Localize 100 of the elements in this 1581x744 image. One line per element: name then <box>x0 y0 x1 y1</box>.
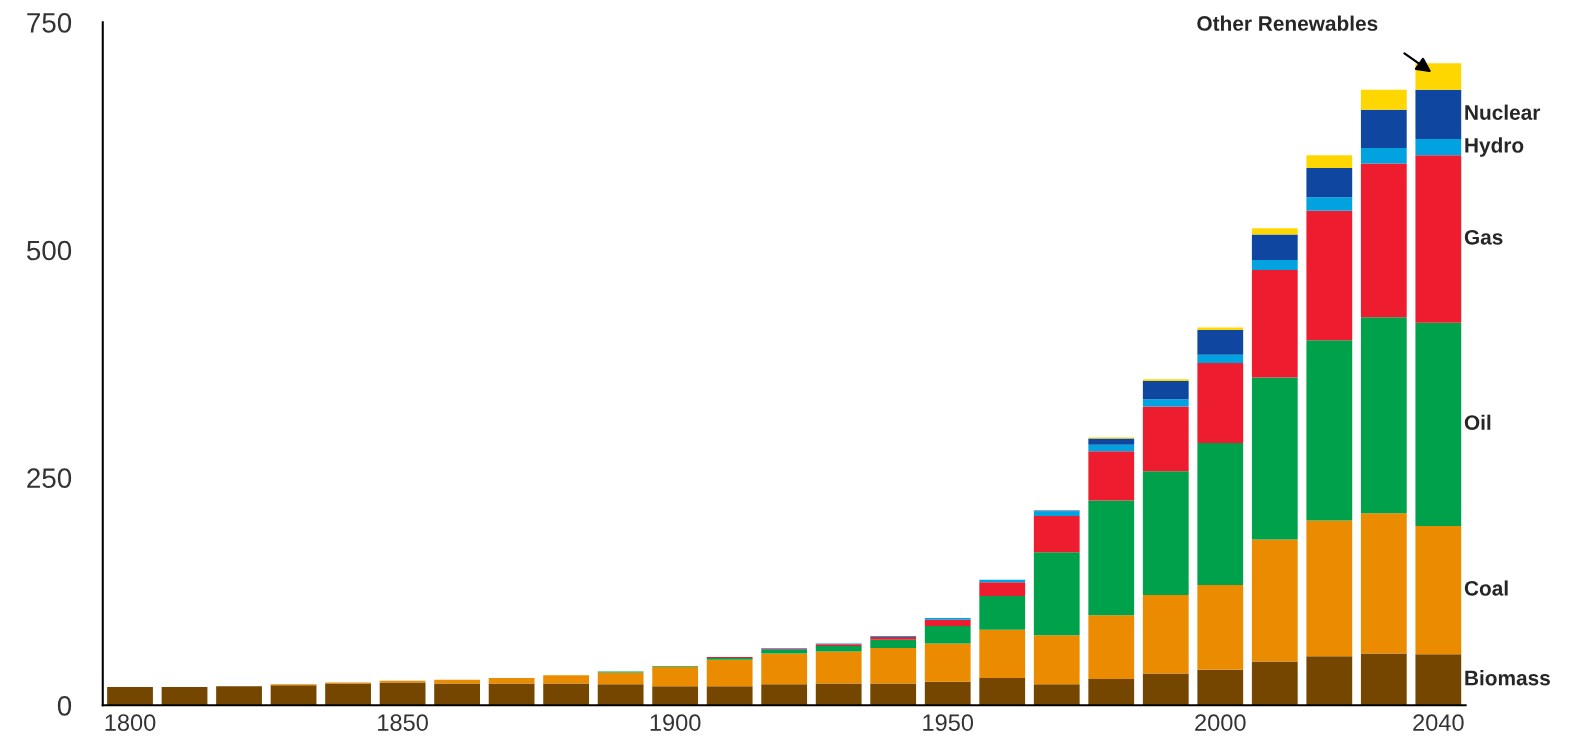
bar <box>979 677 1026 706</box>
bar <box>1251 270 1298 378</box>
bar <box>543 683 590 706</box>
bar <box>706 659 753 687</box>
bar <box>1251 234 1298 260</box>
bar <box>1415 654 1462 706</box>
bar <box>870 647 917 684</box>
bar <box>1415 63 1462 90</box>
bar <box>1142 381 1189 400</box>
bar <box>1142 406 1189 472</box>
bar <box>1197 327 1244 331</box>
bar <box>1197 362 1244 444</box>
bar <box>1251 377 1298 540</box>
y-tick-label: 750 <box>27 12 72 33</box>
bar <box>815 646 862 652</box>
series-label: Hydro <box>1465 137 1524 157</box>
bar <box>597 684 644 706</box>
series-label: Nuclear <box>1465 104 1541 120</box>
series-label: Biomass <box>1465 670 1550 686</box>
bar <box>1197 354 1244 363</box>
bar <box>1142 399 1189 407</box>
bar <box>216 686 262 706</box>
bar <box>1033 511 1080 516</box>
bar <box>924 626 971 644</box>
bar <box>815 651 862 684</box>
bar <box>1360 317 1407 514</box>
bar <box>1415 138 1462 156</box>
bar <box>488 683 535 706</box>
x-tick-label: 2040 <box>1413 714 1464 731</box>
bar <box>1251 539 1298 662</box>
bar <box>1088 451 1135 501</box>
bar <box>1142 673 1189 706</box>
bar <box>979 629 1026 678</box>
bar <box>1142 471 1189 596</box>
bar <box>1415 155 1462 323</box>
bar <box>1251 260 1298 271</box>
bar <box>706 686 753 706</box>
bar <box>1197 330 1244 355</box>
bar <box>1415 89 1462 139</box>
bar <box>1088 678 1135 706</box>
bar <box>1142 595 1189 674</box>
x-tick-label: 2000 <box>1195 714 1246 731</box>
bar <box>1251 661 1298 706</box>
x-tick-label: 1800 <box>105 714 156 731</box>
bar <box>1251 228 1298 235</box>
bar <box>924 643 971 682</box>
y-tick-label: 0 <box>57 695 72 716</box>
bar <box>434 683 480 706</box>
bar <box>270 685 317 706</box>
bar <box>1088 444 1135 452</box>
bar <box>1415 322 1462 526</box>
bar <box>1306 210 1353 341</box>
bar <box>1306 197 1353 211</box>
bar <box>870 683 917 706</box>
bar <box>1360 89 1407 110</box>
series-label: Gas <box>1464 229 1503 245</box>
bar <box>1197 443 1244 586</box>
bar <box>379 682 426 706</box>
series-label: Coal <box>1464 580 1508 596</box>
bar <box>1033 684 1080 706</box>
bar <box>652 686 699 706</box>
x-tick-label: 1850 <box>378 714 428 731</box>
y-tick-label: 250 <box>27 468 72 488</box>
bar <box>325 683 371 706</box>
bar <box>1360 163 1407 318</box>
y-tick-label: 500 <box>26 240 72 261</box>
x-tick-label: 1900 <box>650 714 701 731</box>
bar <box>1033 552 1080 636</box>
bar <box>924 681 971 706</box>
bar <box>979 596 1026 630</box>
bar <box>1360 513 1407 654</box>
bar <box>1306 520 1353 657</box>
bar <box>1088 438 1135 445</box>
bar <box>1088 615 1135 679</box>
bar <box>1197 669 1244 706</box>
bar <box>1033 635 1080 685</box>
bar <box>761 653 808 685</box>
bar <box>1360 109 1407 148</box>
bar <box>924 619 971 627</box>
bar <box>1306 168 1353 198</box>
bar <box>597 672 644 685</box>
bar <box>1306 656 1353 706</box>
bar <box>107 687 153 706</box>
bar <box>870 639 917 648</box>
bar <box>1306 155 1353 169</box>
bar <box>1088 500 1135 616</box>
bar <box>761 684 808 706</box>
bar <box>488 677 535 684</box>
bar <box>543 675 590 684</box>
bar <box>652 667 699 687</box>
x-tick-label: 1950 <box>923 714 974 731</box>
bar <box>815 683 862 706</box>
bar <box>1360 147 1407 164</box>
bar <box>1197 585 1244 670</box>
text: Other Renewables <box>1197 15 1378 31</box>
bar <box>979 582 1026 597</box>
bar <box>1306 340 1353 521</box>
bar <box>161 687 208 706</box>
bar <box>1360 653 1407 706</box>
bar <box>1033 515 1080 553</box>
